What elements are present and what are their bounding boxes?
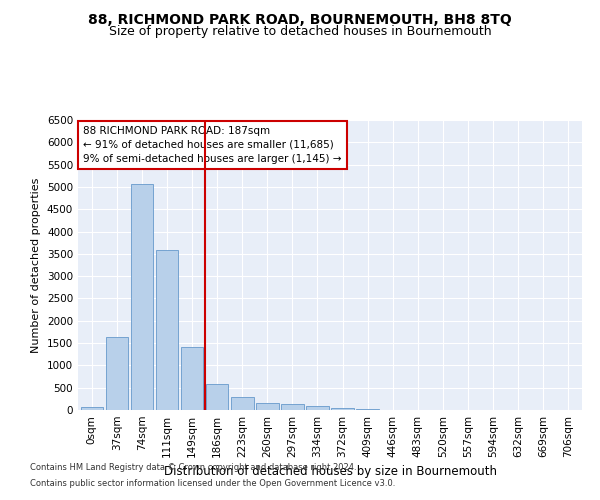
Bar bbox=[306, 406, 329, 410]
Bar bbox=[331, 408, 354, 410]
Bar bbox=[131, 184, 153, 410]
Text: 88 RICHMOND PARK ROAD: 187sqm
← 91% of detached houses are smaller (11,685)
9% o: 88 RICHMOND PARK ROAD: 187sqm ← 91% of d… bbox=[83, 126, 341, 164]
Bar bbox=[80, 408, 103, 410]
X-axis label: Distribution of detached houses by size in Bournemouth: Distribution of detached houses by size … bbox=[163, 466, 497, 478]
Bar bbox=[156, 250, 178, 410]
Bar bbox=[356, 409, 379, 410]
Text: 88, RICHMOND PARK ROAD, BOURNEMOUTH, BH8 8TQ: 88, RICHMOND PARK ROAD, BOURNEMOUTH, BH8… bbox=[88, 12, 512, 26]
Bar bbox=[256, 403, 278, 410]
Bar bbox=[206, 384, 229, 410]
Text: Contains public sector information licensed under the Open Government Licence v3: Contains public sector information licen… bbox=[30, 478, 395, 488]
Bar bbox=[106, 338, 128, 410]
Bar bbox=[281, 404, 304, 410]
Bar bbox=[181, 347, 203, 410]
Text: Size of property relative to detached houses in Bournemouth: Size of property relative to detached ho… bbox=[109, 25, 491, 38]
Bar bbox=[231, 396, 254, 410]
Y-axis label: Number of detached properties: Number of detached properties bbox=[31, 178, 41, 352]
Text: Contains HM Land Registry data © Crown copyright and database right 2024.: Contains HM Land Registry data © Crown c… bbox=[30, 464, 356, 472]
